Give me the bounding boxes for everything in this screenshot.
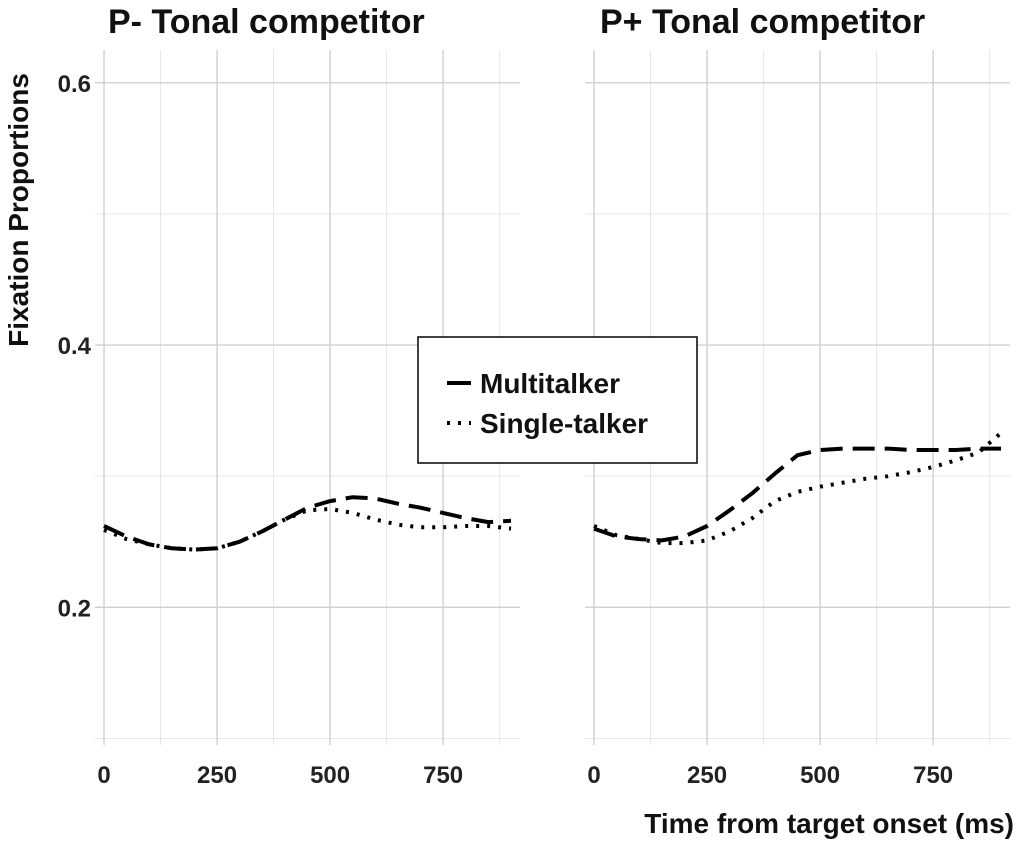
x-tick-label: 500 (800, 762, 840, 789)
legend-label-single-talker: Single-talker (480, 408, 648, 439)
x-tick-label: 750 (913, 762, 953, 789)
x-tick-label: 250 (687, 762, 727, 789)
x-tick-label: 500 (310, 762, 350, 789)
series-line-multitalker (103, 495, 512, 552)
y-tick-label: 0.2 (58, 595, 91, 622)
y-axis-title: Fixation Proportions (3, 73, 34, 347)
x-tick-label: 250 (197, 762, 237, 789)
legend-label-multitalker: Multitalker (480, 368, 620, 399)
panel-title: P- Tonal competitor (108, 3, 425, 41)
panel-1: 0 250 500 750 0.2 0.4 0.6 P- Tonal competitor (58, 3, 520, 789)
x-axis-title: Time from target onset (ms) (644, 808, 1014, 839)
legend-box (417, 336, 698, 464)
series-line-multitalker (593, 446, 1001, 543)
y-tick-label: 0.6 (58, 71, 91, 98)
legend: Multitalker Single-talker (417, 336, 698, 464)
x-tick-label: 750 (423, 762, 463, 789)
x-tick-label: 0 (97, 762, 110, 789)
x-tick-label: 0 (587, 762, 600, 789)
y-tick-label: 0.4 (58, 333, 92, 360)
panel-title: P+ Tonal competitor (600, 3, 925, 41)
